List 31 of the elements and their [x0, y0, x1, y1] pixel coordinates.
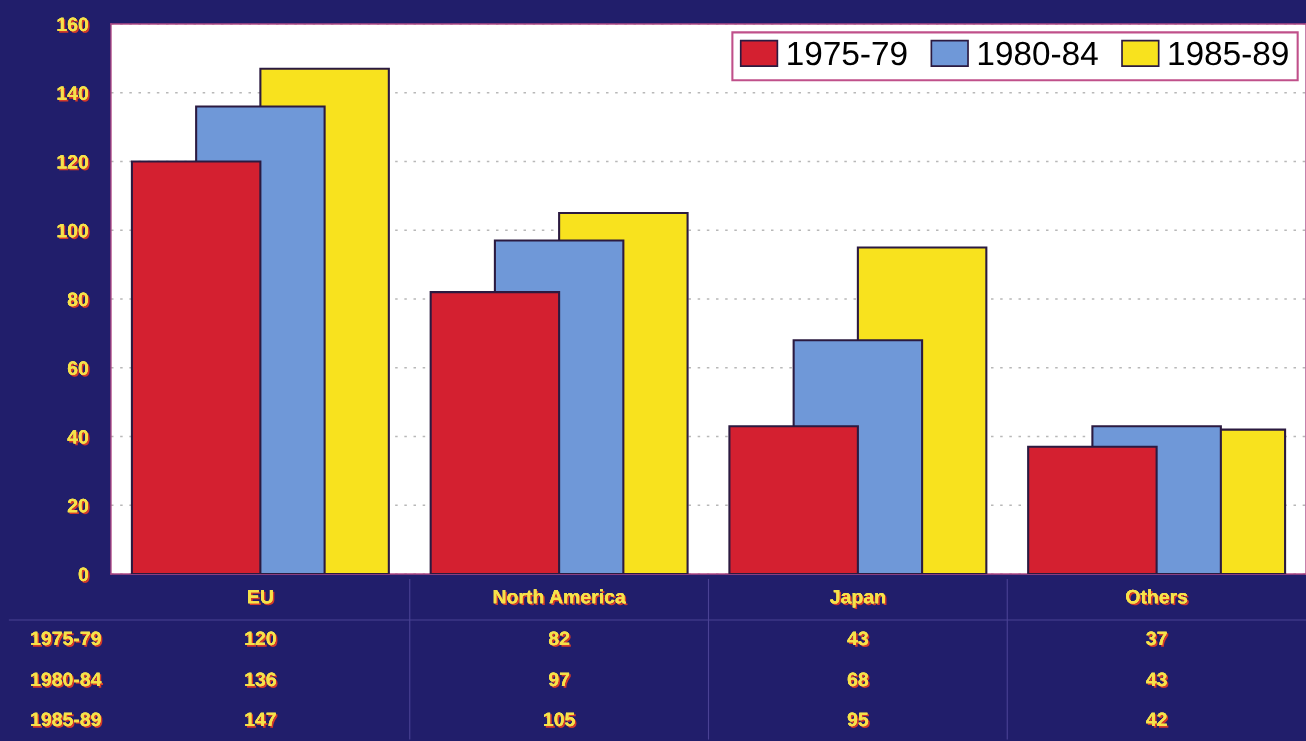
legend-label: 1975-79	[788, 41, 907, 66]
data-label: 42	[1146, 712, 1169, 728]
y-tick-label: 140	[57, 86, 90, 102]
y-tick-label: 20	[67, 498, 90, 515]
y-tick-label: 120	[57, 154, 90, 171]
data-label: 37	[1146, 631, 1169, 647]
y-tick-label: 60	[67, 361, 90, 377]
data-label: 95	[847, 712, 870, 728]
y-tick-label: 80	[67, 292, 90, 308]
data-label: 82	[548, 631, 571, 647]
x-tick-label: Others	[1126, 589, 1189, 606]
data-label: 97	[548, 672, 571, 688]
y-tick-label: 0	[78, 567, 90, 583]
x-tick-label: EU	[248, 589, 275, 606]
data-label: 120	[245, 631, 278, 647]
x-tick-label: Japan	[830, 589, 887, 610]
text: 1980-84	[31, 672, 102, 687]
data-label: 43	[847, 631, 870, 647]
data-label: 136	[245, 672, 278, 688]
data-label: 68	[847, 672, 870, 688]
legend-label: 1980-84	[978, 41, 1098, 66]
x-tick-label: North America	[493, 589, 628, 606]
data-label: 105	[544, 712, 577, 728]
text: 1985-89	[31, 712, 101, 727]
text: 1975-79	[31, 631, 101, 646]
data-label: 147	[245, 712, 278, 728]
legend-label: 1985-89	[1169, 41, 1288, 66]
data-label: 43	[1146, 672, 1169, 688]
y-tick-label: 160	[57, 17, 90, 33]
y-tick-label: 40	[67, 429, 90, 446]
y-tick-label: 100	[57, 223, 90, 240]
